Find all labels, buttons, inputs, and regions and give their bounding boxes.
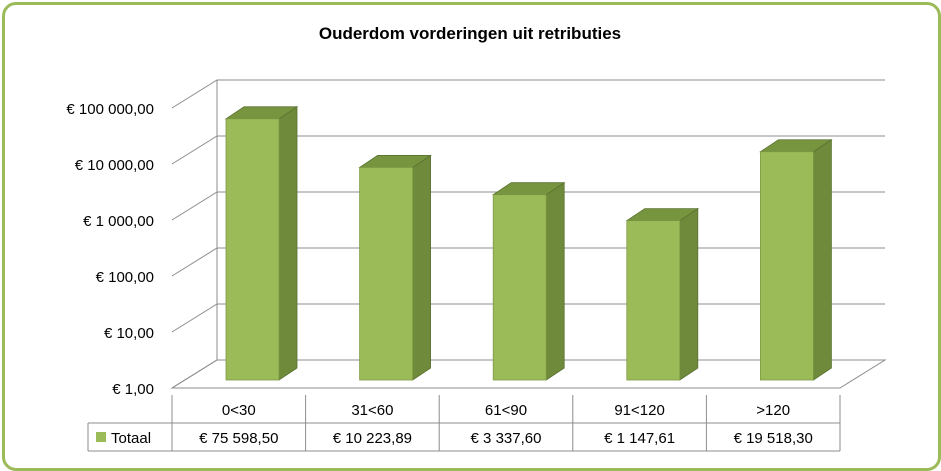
chart-title: Ouderdom vorderingen uit retributies <box>319 24 621 43</box>
bar-side <box>679 207 699 381</box>
x-tick-label: >120 <box>756 402 790 419</box>
bar-front <box>626 220 681 381</box>
bar-front <box>760 151 814 381</box>
data-label: € 3 337,60 <box>471 430 542 447</box>
data-label: € 10 223,89 <box>333 430 412 447</box>
bar <box>625 207 700 381</box>
bar <box>491 181 566 381</box>
legend-swatch <box>96 432 106 442</box>
bar <box>759 138 833 381</box>
y-tick-label: € 10 000,00 <box>75 157 154 174</box>
x-tick-label: 91<120 <box>614 402 664 419</box>
y-tick-label: € 1,00 <box>112 381 154 398</box>
y-tick-label: € 100,00 <box>96 269 154 286</box>
bar <box>358 154 432 381</box>
legend-label: Totaal <box>111 430 151 447</box>
bar-front <box>225 118 280 381</box>
gridline <box>171 191 885 221</box>
data-label: € 19 518,30 <box>734 430 813 447</box>
bars <box>224 106 833 381</box>
bar-side <box>412 154 432 381</box>
y-tick-label: € 100 000,00 <box>66 101 154 118</box>
gridline <box>171 135 885 165</box>
bar-front <box>492 194 547 381</box>
bar-side <box>278 106 298 381</box>
gridline <box>171 79 885 109</box>
data-label: € 75 598,50 <box>199 430 278 447</box>
y-tick-label: € 10,00 <box>104 325 154 342</box>
x-tick-label: 31<60 <box>351 402 393 419</box>
data-table: 0<30 € 75 598,50 31<60 € 10 223,89 61<90 € 3 … <box>87 395 841 452</box>
bar-side <box>545 181 565 381</box>
x-tick-label: 0<30 <box>222 402 256 419</box>
bar <box>224 106 299 381</box>
x-tick-label: 61<90 <box>485 402 527 419</box>
bar-front <box>359 167 414 381</box>
y-tick-label: € 1 000,00 <box>83 213 154 230</box>
data-label: € 1 147,61 <box>604 430 675 447</box>
bar-side <box>813 138 832 381</box>
